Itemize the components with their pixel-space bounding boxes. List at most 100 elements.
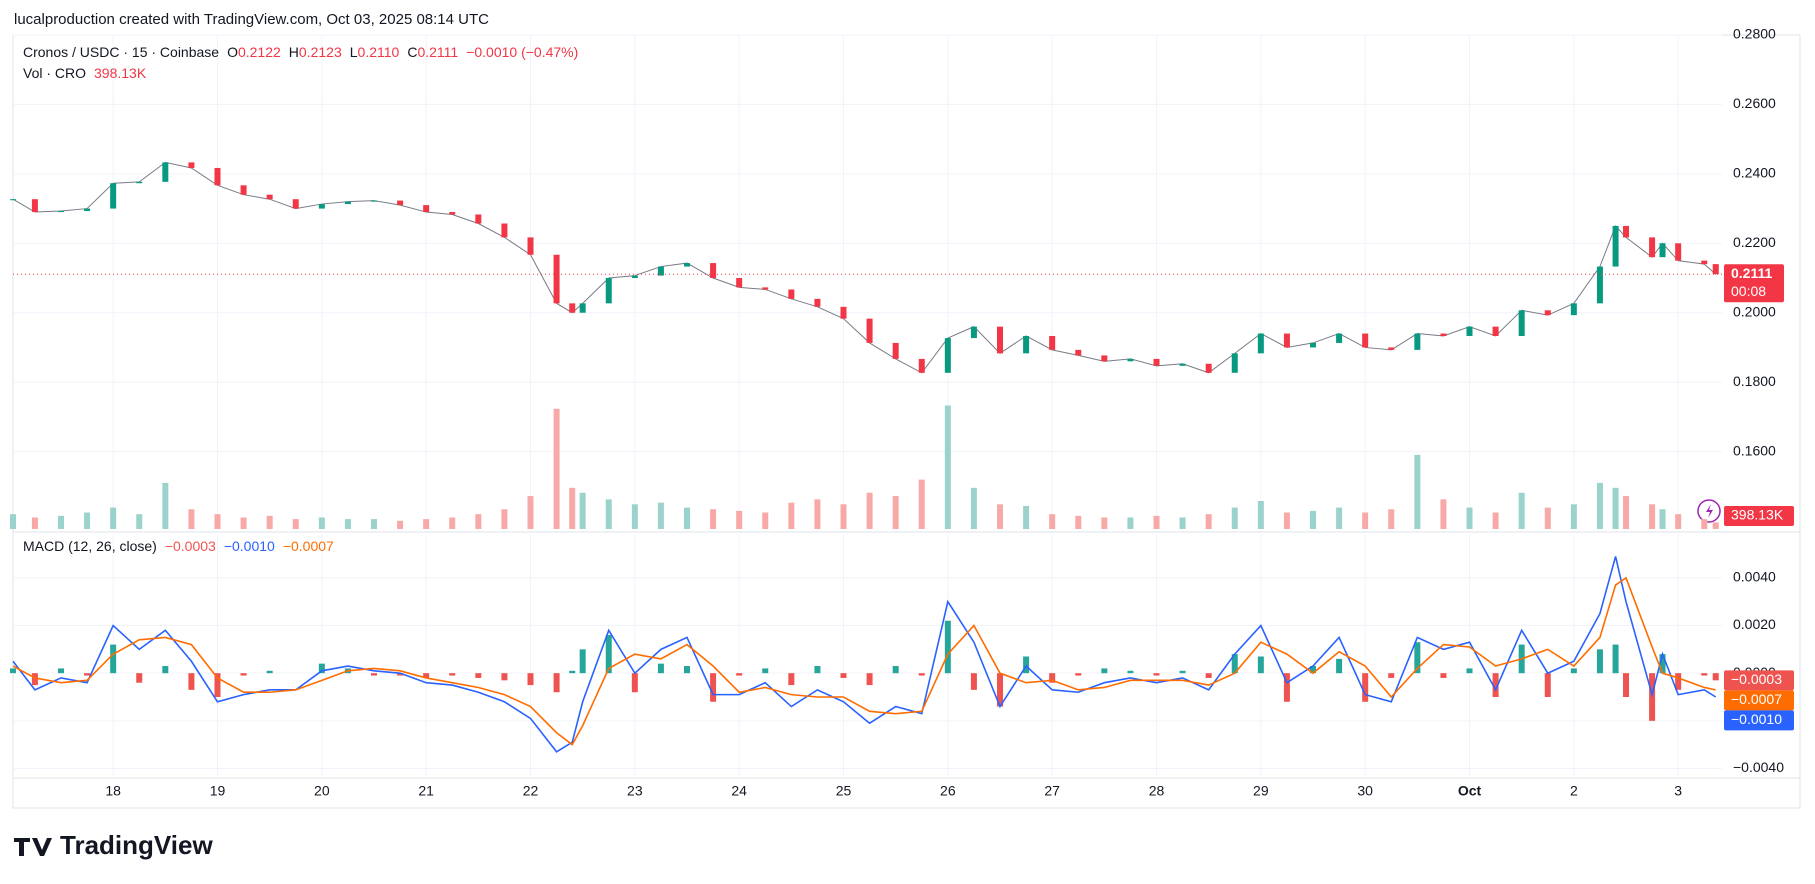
histogram-bar [579, 649, 586, 674]
candle [501, 223, 508, 238]
volume-bar [1596, 482, 1603, 529]
candle [1336, 333, 1343, 343]
histogram-bar [110, 644, 117, 674]
alert-bolt [1706, 504, 1713, 518]
histogram-bar [1101, 668, 1108, 674]
x-tick-label: 29 [1253, 783, 1269, 799]
volume-bar [449, 517, 456, 529]
ohlc-value: 0.2122 [238, 44, 281, 60]
volume-bar [397, 520, 404, 529]
histogram-bar [997, 673, 1004, 707]
histogram-bar [1179, 670, 1186, 674]
y-tick-label: 0.2200 [1733, 234, 1776, 250]
x-tick-label: 28 [1149, 783, 1165, 799]
volume-bar [1612, 487, 1619, 529]
y-tick-label: −0.0040 [1733, 759, 1784, 775]
candle [10, 199, 16, 201]
volume-bar [1257, 501, 1264, 529]
volume-bar [1101, 517, 1108, 529]
x-tick-label: 24 [731, 783, 747, 799]
histogram-value: −0.0003 [165, 538, 216, 554]
candle [762, 287, 769, 290]
volume-bar [997, 504, 1004, 529]
candle [788, 289, 795, 299]
candle [657, 266, 664, 276]
logo-icon [14, 838, 52, 856]
candle [684, 263, 691, 267]
candle [449, 212, 456, 215]
candle [1596, 266, 1603, 304]
histogram-bar [970, 673, 977, 690]
histogram-bar [266, 670, 273, 674]
candle [579, 303, 586, 313]
candle [553, 254, 560, 304]
candle [136, 181, 143, 184]
volume-bar [214, 514, 221, 529]
volume-name: Vol · CRO [23, 65, 86, 81]
histogram-bar [1362, 673, 1369, 702]
candle [1023, 335, 1030, 354]
histogram-bar [1659, 654, 1666, 674]
macd-badge [1724, 670, 1794, 691]
candle [1101, 355, 1108, 362]
candle [188, 162, 195, 168]
volume-badge [1724, 506, 1794, 526]
volume-bar [344, 519, 351, 529]
candle [605, 278, 612, 304]
candle [110, 183, 117, 209]
histogram-bar [423, 673, 430, 678]
candle [1649, 237, 1656, 258]
volume-bar [1712, 522, 1719, 529]
histogram-bar [944, 620, 951, 674]
volume-bar [136, 514, 143, 529]
candle [240, 185, 247, 195]
macd-line [12, 556, 1717, 753]
histogram-bar [1388, 673, 1395, 678]
histogram-bar [1712, 673, 1719, 681]
macd-badge [1724, 690, 1794, 711]
histogram-bar [1049, 673, 1056, 683]
candle [344, 201, 351, 205]
x-tick-label: 20 [314, 783, 330, 799]
candle [31, 199, 38, 213]
volume-bar [10, 514, 16, 529]
histogram-bar [1023, 656, 1030, 674]
histogram-bar [1544, 673, 1551, 697]
ohlc-key: C [407, 44, 417, 60]
volume-bar [762, 512, 769, 529]
volume-bar [1659, 509, 1666, 529]
y-tick-label: 0.2800 [1733, 26, 1776, 42]
volume-bar [318, 517, 325, 529]
volume-bar [1440, 499, 1447, 529]
histogram-bar [1075, 673, 1082, 676]
x-tick-label: 23 [627, 783, 643, 799]
histogram-bar [684, 666, 691, 674]
volume-bar [370, 519, 377, 529]
histogram-bar [1675, 673, 1682, 690]
volume-bar [579, 492, 586, 529]
candle [736, 278, 743, 288]
macd-badge-label: −0.0007 [1731, 691, 1782, 707]
histogram-bar [918, 673, 925, 676]
macd-badge-label: −0.0003 [1731, 671, 1782, 687]
volume-bar [292, 519, 299, 529]
volume-bar [970, 487, 977, 529]
volume-bar [1414, 454, 1421, 529]
histogram-bar [449, 673, 456, 676]
candle [370, 200, 377, 202]
x-tick-label: 3 [1674, 783, 1682, 799]
histogram-bar [1596, 649, 1603, 674]
histogram-bar [840, 673, 847, 678]
candle [1283, 333, 1290, 348]
histogram-bar [1414, 642, 1421, 674]
volume-bar [501, 509, 508, 529]
histogram-bar [527, 673, 534, 686]
histogram-bar [1231, 654, 1238, 674]
volume-bar [1049, 514, 1056, 529]
histogram-bar [657, 663, 664, 674]
volume-bar [1336, 507, 1343, 529]
volume-bar [1518, 492, 1525, 529]
volume-bar [162, 482, 169, 529]
